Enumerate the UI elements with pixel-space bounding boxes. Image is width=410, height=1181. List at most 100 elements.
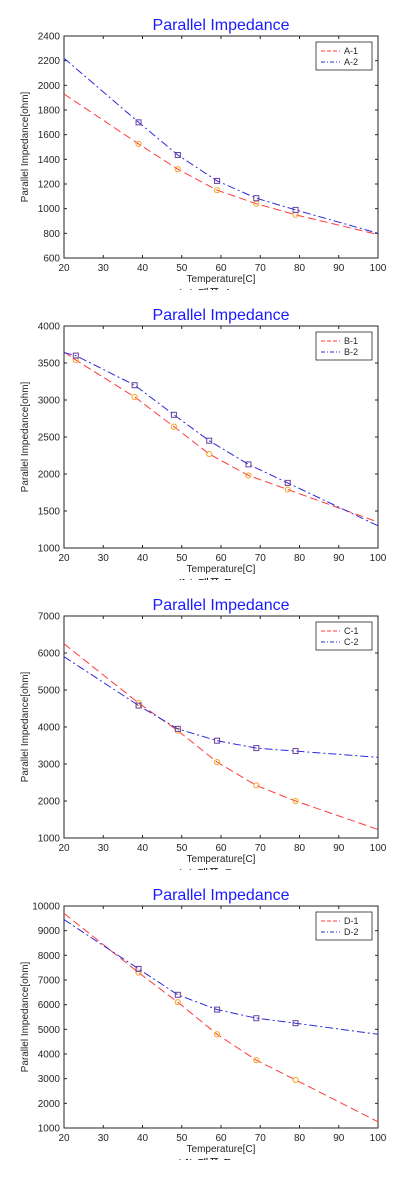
x-tick-label: 90: [333, 553, 345, 564]
y-tick-label: 1600: [38, 130, 61, 141]
x-tick-label: 50: [176, 263, 188, 274]
data-point-A-1: [213, 187, 221, 194]
x-tick-label: 40: [137, 1133, 149, 1144]
y-tick-label: 3000: [38, 760, 61, 771]
x-tick-label: 100: [370, 1133, 387, 1144]
y-tick-label: 6000: [38, 649, 61, 660]
legend: [315, 621, 373, 651]
data-point-A-2: [135, 119, 142, 126]
y-tick-label: 9000: [38, 926, 61, 937]
x-tick-label: 50: [176, 1133, 188, 1144]
legend-label: B-1: [344, 336, 358, 346]
y-axis-label: Parallel Impedance[ohm]: [20, 381, 31, 492]
x-tick-label: 60: [215, 843, 227, 854]
x-axis-label: Temperature[C]: [187, 1144, 256, 1155]
x-tick-label: 60: [215, 553, 227, 564]
data-point-D-2: [135, 965, 142, 972]
data-point-A-2: [253, 195, 260, 202]
y-tick-label: 2200: [38, 56, 61, 67]
x-axis-label: Temperature[C]: [187, 274, 256, 285]
data-point-C-2: [174, 725, 181, 732]
chart-1: Parallel Impedance 20 30 40 50 60 70 80 90 100 100…: [20, 307, 387, 591]
x-tick-label: 40: [137, 843, 149, 854]
data-point-B-1: [245, 472, 252, 479]
data-point-B-2: [170, 411, 177, 418]
y-tick-label: 1000: [38, 834, 61, 845]
chart-title: Parallel Impedance: [153, 17, 290, 34]
x-tick-label: 40: [137, 553, 149, 564]
x-tick-label: 70: [255, 553, 267, 564]
data-point-A-1: [174, 166, 181, 173]
y-tick-label: 7000: [38, 976, 61, 987]
chart-panel-3: Parallel Impedance 20 30 40 50 60 70 80 90 100 100…: [0, 870, 410, 1171]
data-point-D-1: [174, 999, 181, 1006]
data-point-D-2: [174, 991, 181, 998]
legend-label: C-1: [344, 626, 359, 636]
legend-label: D-2: [344, 927, 359, 937]
chart-title: Parallel Impedance: [153, 307, 290, 324]
data-point-B-1: [206, 450, 213, 458]
y-tick-label: 3500: [38, 359, 61, 370]
x-tick-label: 90: [333, 1133, 345, 1144]
legend-label: A-2: [344, 57, 358, 67]
series-line-A-1: [63, 93, 379, 236]
data-point-D-1: [253, 1057, 260, 1064]
data-point-A-2: [214, 177, 221, 184]
data-point-C-2: [253, 745, 260, 752]
series-line-C-1: [63, 643, 379, 830]
y-tick-label: 2500: [38, 433, 61, 444]
data-point-B-2: [206, 437, 213, 444]
y-tick-label: 6000: [38, 1000, 61, 1011]
legend: [315, 331, 373, 361]
x-tick-label: 20: [58, 263, 70, 274]
data-point-C-1: [253, 782, 260, 789]
x-tick-label: 100: [370, 553, 387, 564]
data-point-C-1: [213, 759, 221, 766]
y-tick-label: 8000: [38, 951, 61, 962]
data-point-D-2: [214, 1006, 221, 1013]
y-tick-label: 2000: [38, 1099, 61, 1110]
figure-caption: (d) 제품 D: [177, 1157, 233, 1160]
data-point-B-2: [245, 461, 252, 468]
y-tick-label: 1000: [38, 544, 61, 555]
x-tick-label: 40: [137, 263, 149, 274]
data-point-C-1: [292, 797, 299, 805]
chart-2: Parallel Impedance 20 30 40 50 60 70 80 90 100 100…: [20, 597, 387, 881]
chart-title: Parallel Impedance: [153, 887, 290, 904]
data-point-A-1: [135, 140, 142, 148]
x-tick-label: 30: [98, 263, 110, 274]
y-tick-label: 5000: [38, 686, 61, 697]
y-tick-label: 10000: [32, 902, 60, 913]
x-tick-label: 30: [98, 843, 110, 854]
y-tick-label: 2000: [38, 470, 61, 481]
chart-panel-1: Parallel Impedance 20 30 40 50 60 70 80 90 100 100…: [0, 290, 410, 591]
y-tick-label: 1200: [38, 180, 61, 191]
legend: [315, 41, 373, 71]
plot-area: [63, 35, 379, 259]
x-axis-label: Temperature[C]: [187, 564, 256, 575]
x-tick-label: 70: [255, 843, 267, 854]
series-line-D-2: [63, 919, 379, 1035]
data-point-D-1: [292, 1076, 299, 1083]
data-point-B-2: [284, 479, 291, 486]
y-tick-label: 3000: [38, 1074, 61, 1085]
y-tick-label: 5000: [38, 1025, 61, 1036]
data-point-D-2: [253, 1015, 260, 1022]
y-tick-label: 2000: [38, 81, 61, 92]
y-tick-label: 3000: [38, 396, 61, 407]
x-tick-label: 30: [98, 1133, 110, 1144]
y-tick-label: 2400: [38, 32, 61, 43]
plot-area: [63, 325, 379, 549]
legend-label: B-2: [344, 347, 358, 357]
data-point-D-1: [213, 1031, 221, 1038]
y-tick-label: 7000: [38, 612, 61, 623]
data-point-B-1: [72, 356, 79, 364]
x-tick-label: 50: [176, 553, 188, 564]
y-tick-label: 800: [43, 229, 60, 240]
data-point-C-2: [135, 702, 142, 709]
data-point-B-1: [284, 486, 291, 493]
legend-label: C-2: [344, 637, 359, 647]
y-tick-label: 2000: [38, 797, 61, 808]
data-point-D-2: [292, 1020, 299, 1027]
y-tick-label: 4000: [38, 723, 61, 734]
